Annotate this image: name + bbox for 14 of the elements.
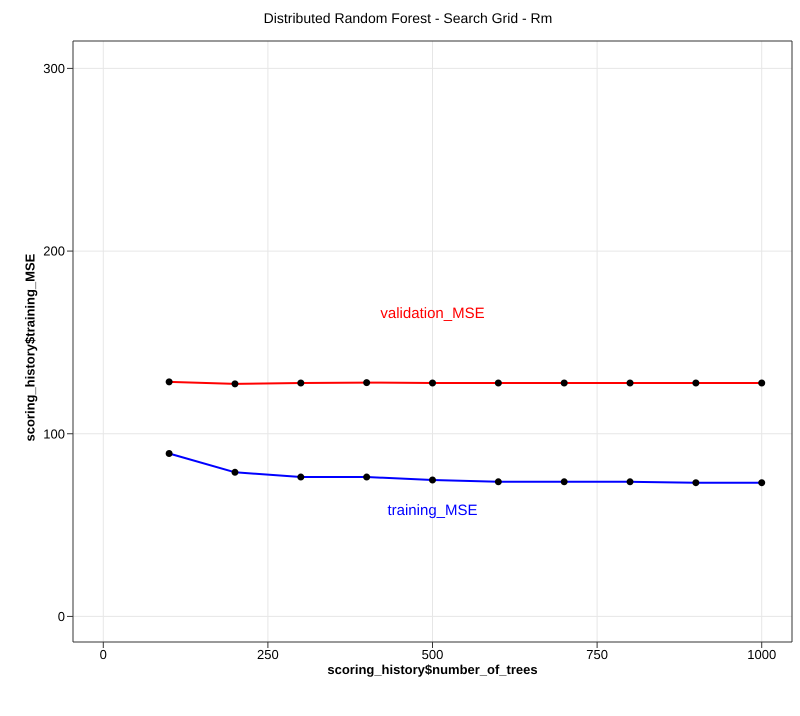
x-tick-label: 1000	[747, 647, 776, 662]
y-tick-label: 0	[58, 609, 65, 624]
text: validation_MSE	[380, 304, 485, 322]
y-tick-label: 100	[43, 426, 65, 442]
y-tick-label: 300	[43, 61, 65, 76]
chart-title: Distributed Random Forest - Search Grid - Rm	[262, 9, 554, 28]
series-label: training_MSE	[387, 502, 478, 519]
x-axis-title: scoring_history$number_of_trees	[327, 662, 538, 677]
x-tick-label: 0	[100, 647, 107, 662]
x-tick-label: 250	[257, 647, 279, 662]
y-axis-title: scoring_history$training_MSE	[22, 253, 38, 442]
x-tick-label: 750	[586, 647, 608, 662]
x-tick-label: 500	[422, 647, 444, 662]
y-tick-label: 200	[43, 244, 65, 259]
